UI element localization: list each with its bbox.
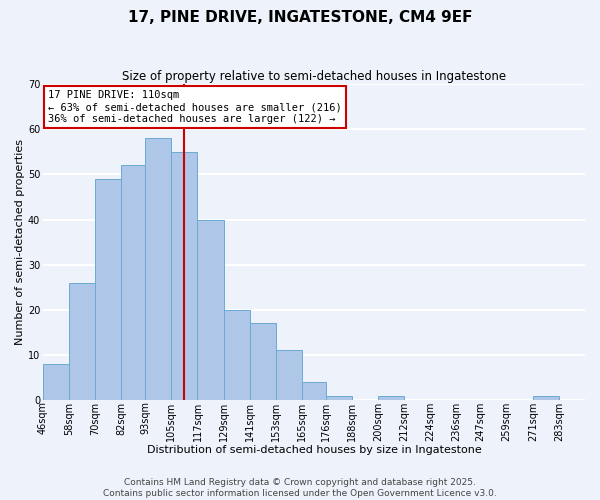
Text: 17 PINE DRIVE: 110sqm
← 63% of semi-detached houses are smaller (216)
36% of sem: 17 PINE DRIVE: 110sqm ← 63% of semi-deta… (49, 90, 342, 124)
Bar (43, 364, 69, 400)
Bar (69, 282, 95, 400)
Text: Contains HM Land Registry data © Crown copyright and database right 2025.
Contai: Contains HM Land Registry data © Crown c… (103, 478, 497, 498)
Title: Size of property relative to semi-detached houses in Ingatestone: Size of property relative to semi-detach… (122, 70, 506, 83)
Bar (378, 396, 404, 400)
Y-axis label: Number of semi-detached properties: Number of semi-detached properties (15, 139, 25, 345)
Bar (224, 310, 250, 400)
Bar (302, 382, 326, 400)
Bar (276, 350, 302, 400)
X-axis label: Distribution of semi-detached houses by size in Ingatestone: Distribution of semi-detached houses by … (146, 445, 481, 455)
Bar (250, 324, 276, 400)
Bar (326, 396, 352, 400)
Bar (145, 138, 172, 400)
Bar (533, 396, 559, 400)
Bar (172, 152, 197, 400)
Bar (121, 166, 145, 400)
Text: 17, PINE DRIVE, INGATESTONE, CM4 9EF: 17, PINE DRIVE, INGATESTONE, CM4 9EF (128, 10, 472, 25)
Bar (197, 220, 224, 400)
Bar (95, 179, 121, 400)
